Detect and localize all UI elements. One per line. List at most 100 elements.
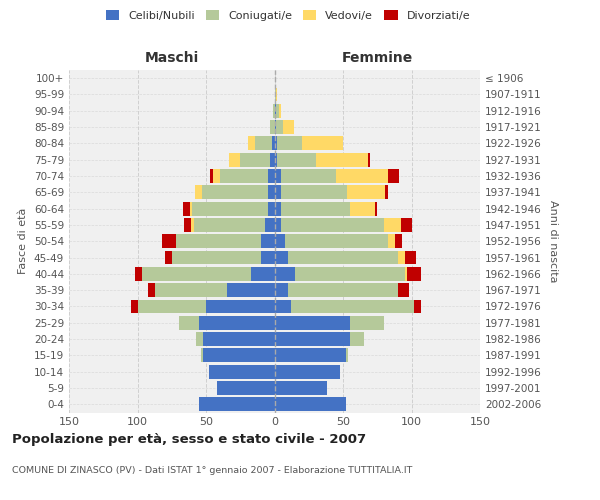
Bar	[275, 234, 286, 248]
Bar	[288, 283, 398, 297]
Bar	[404, 267, 407, 281]
Bar	[347, 186, 385, 200]
Bar	[142, 267, 251, 281]
Bar	[275, 332, 350, 346]
Bar	[275, 153, 277, 166]
Bar	[155, 283, 227, 297]
Bar	[281, 169, 336, 183]
Bar	[265, 218, 275, 232]
Bar	[368, 153, 370, 166]
Bar	[407, 267, 421, 281]
Bar	[385, 186, 388, 200]
Text: Popolazione per età, sesso e stato civile - 2007: Popolazione per età, sesso e stato civil…	[12, 432, 366, 446]
Bar	[229, 153, 240, 166]
Bar	[276, 104, 278, 118]
Bar	[195, 186, 202, 200]
Bar	[275, 202, 281, 215]
Bar	[206, 300, 275, 314]
Bar	[199, 398, 275, 411]
Bar	[203, 332, 275, 346]
Bar	[199, 316, 275, 330]
Bar	[275, 267, 295, 281]
Bar	[275, 348, 346, 362]
Bar	[275, 136, 277, 150]
Bar	[148, 283, 155, 297]
Bar	[275, 250, 288, 264]
Bar	[184, 218, 191, 232]
Bar	[165, 250, 172, 264]
Bar	[275, 316, 350, 330]
Bar	[388, 169, 399, 183]
Bar	[162, 234, 176, 248]
Bar	[176, 234, 261, 248]
Bar	[316, 153, 368, 166]
Bar	[275, 300, 291, 314]
Bar	[194, 218, 265, 232]
Bar	[213, 169, 220, 183]
Bar	[271, 120, 275, 134]
Bar	[261, 250, 275, 264]
Bar	[350, 332, 364, 346]
Bar	[276, 88, 277, 102]
Bar	[275, 365, 340, 378]
Bar	[384, 218, 401, 232]
Bar	[277, 136, 302, 150]
Bar	[191, 218, 194, 232]
Bar	[273, 104, 275, 118]
Bar	[256, 136, 272, 150]
Bar	[179, 316, 199, 330]
Bar	[302, 136, 343, 150]
Bar	[286, 234, 388, 248]
Bar	[135, 267, 142, 281]
Bar	[272, 136, 275, 150]
Bar	[374, 202, 377, 215]
Text: Maschi: Maschi	[145, 51, 199, 65]
Bar	[271, 153, 275, 166]
Bar	[291, 300, 414, 314]
Bar	[268, 169, 275, 183]
Bar	[190, 202, 193, 215]
Bar	[268, 186, 275, 200]
Bar	[275, 120, 276, 134]
Bar	[336, 169, 388, 183]
Bar	[398, 283, 409, 297]
Bar	[251, 267, 275, 281]
Bar	[209, 365, 275, 378]
Bar	[278, 104, 281, 118]
Bar	[414, 300, 421, 314]
Bar	[192, 202, 268, 215]
Bar	[217, 381, 275, 395]
Bar	[227, 283, 275, 297]
Bar	[388, 234, 395, 248]
Bar	[240, 153, 271, 166]
Bar	[248, 136, 256, 150]
Bar	[220, 169, 268, 183]
Bar	[346, 348, 349, 362]
Bar	[295, 267, 404, 281]
Bar	[275, 169, 281, 183]
Bar	[172, 250, 261, 264]
Bar	[277, 153, 316, 166]
Bar	[276, 120, 283, 134]
Bar	[275, 88, 276, 102]
Bar	[183, 202, 190, 215]
Bar	[203, 348, 275, 362]
Bar	[268, 202, 275, 215]
Bar	[202, 186, 268, 200]
Bar	[401, 218, 412, 232]
Bar	[210, 169, 213, 183]
Y-axis label: Anni di nascita: Anni di nascita	[548, 200, 558, 282]
Bar	[350, 202, 374, 215]
Bar	[281, 202, 350, 215]
Bar	[275, 381, 326, 395]
Text: Femmine: Femmine	[341, 51, 413, 65]
Bar	[261, 234, 275, 248]
Bar	[275, 398, 346, 411]
Text: COMUNE DI ZINASCO (PV) - Dati ISTAT 1° gennaio 2007 - Elaborazione TUTTITALIA.IT: COMUNE DI ZINASCO (PV) - Dati ISTAT 1° g…	[12, 466, 412, 475]
Bar	[275, 104, 276, 118]
Bar	[281, 218, 384, 232]
Bar	[404, 250, 416, 264]
Bar	[137, 300, 206, 314]
Y-axis label: Fasce di età: Fasce di età	[19, 208, 28, 274]
Bar	[131, 300, 137, 314]
